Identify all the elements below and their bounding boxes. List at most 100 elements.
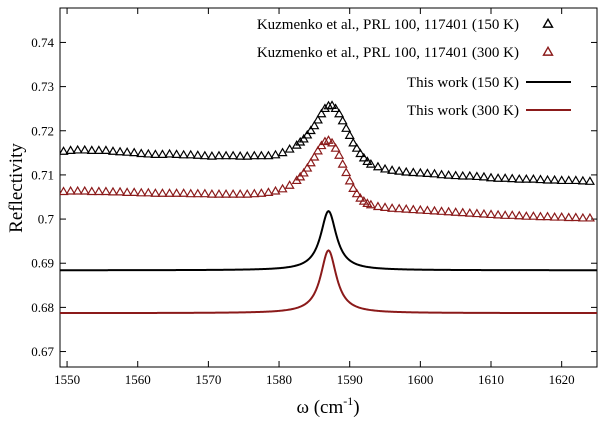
y-tick-label: 0.71 — [31, 167, 54, 182]
series-1-point — [358, 152, 369, 162]
series-1-point — [577, 175, 588, 185]
series-2-point — [379, 202, 391, 211]
series-1-point — [150, 149, 161, 158]
series-2-point — [584, 212, 595, 222]
series-1-point — [86, 145, 97, 154]
series-1-point — [485, 172, 497, 182]
series-1-point — [107, 146, 119, 155]
series-1-point — [242, 151, 253, 160]
series-2-point — [457, 207, 468, 217]
y-tick-label: 0.72 — [31, 123, 54, 138]
series-2-point — [365, 199, 376, 209]
series-1-point — [164, 148, 175, 158]
series-1-point — [355, 148, 366, 158]
series-2-point — [185, 188, 196, 198]
series-2-point — [86, 186, 97, 196]
series-2-point — [256, 188, 267, 197]
series-2-point — [249, 188, 260, 198]
series-2-point — [387, 203, 398, 212]
series-2-point — [107, 186, 119, 196]
series-2-point — [277, 183, 288, 193]
series-2-point — [323, 135, 334, 144]
series-1-point — [514, 173, 525, 183]
series-1-point — [305, 125, 316, 135]
x-tick-label: 1600 — [407, 372, 433, 387]
series-2-point — [507, 210, 518, 219]
series-2-point — [221, 188, 232, 198]
series-1-point — [129, 147, 140, 157]
series-2-point — [150, 188, 161, 197]
series-2-point — [415, 204, 426, 214]
series-group — [60, 100, 597, 315]
series-1-point — [178, 149, 189, 159]
series-1-point — [122, 147, 133, 156]
legend-label-4: This work (300 K) — [407, 103, 519, 119]
series-1-point — [284, 143, 295, 153]
series-1-point — [401, 166, 412, 176]
series-1-point — [507, 173, 518, 183]
series-1-point — [341, 123, 352, 132]
series-2-point — [471, 208, 482, 218]
series-1-point — [344, 130, 355, 139]
series-2-point — [199, 188, 210, 198]
series-2-point — [493, 209, 504, 219]
series-1-point — [115, 146, 126, 156]
y-tick-label: 0.68 — [31, 300, 54, 315]
y-tick-label: 0.69 — [31, 256, 54, 271]
series-1-point — [309, 120, 320, 130]
series-1-point — [500, 173, 511, 182]
series-1-point — [270, 149, 281, 159]
series-2-point — [284, 180, 295, 189]
series-1-point — [542, 174, 553, 184]
series-1-point — [235, 151, 246, 160]
series-1-point — [365, 158, 376, 168]
series-1-point — [387, 165, 398, 174]
series-2-point — [464, 207, 475, 217]
series-2-point — [348, 183, 359, 192]
legend-label-3: This work (150 K) — [407, 75, 519, 91]
series-1-point — [584, 176, 595, 185]
series-2-point — [305, 157, 316, 167]
series-2-point — [542, 211, 553, 221]
series-1-point — [563, 175, 574, 185]
series-1-point — [429, 168, 440, 178]
series-2-point — [65, 185, 76, 195]
y-axis-label: Reflectivity — [6, 143, 27, 233]
x-axis-label-main: ω (cm — [296, 397, 343, 418]
series-1-point — [100, 145, 111, 154]
y-tick-label: 0.67 — [31, 344, 54, 359]
series-2-point — [351, 188, 362, 198]
series-1-point — [415, 167, 426, 177]
series-2-point — [235, 188, 246, 198]
series-1-point — [334, 108, 345, 118]
legend-layer: Kuzmenko et al., PRL 100, 117401 (150 K)… — [257, 17, 571, 119]
series-1-point — [249, 150, 260, 160]
series-1-point — [351, 143, 362, 152]
x-tick-label: 1590 — [337, 372, 363, 387]
series-1-point — [143, 148, 154, 158]
series-2-point — [213, 188, 225, 198]
series-1-point — [256, 150, 267, 160]
series-2-point — [436, 206, 447, 215]
series-2-point — [115, 186, 126, 196]
series-1-point — [319, 103, 331, 113]
series-1-point — [535, 174, 546, 184]
series-1-point — [436, 169, 447, 179]
series-2-point — [528, 211, 539, 220]
x-tick-label: 1580 — [266, 372, 292, 387]
series-2-point — [549, 211, 560, 221]
legend-label-1: Kuzmenko et al., PRL 100, 117401 (150 K) — [257, 17, 519, 33]
y-tick-label: 0.7 — [38, 212, 55, 227]
series-1-point — [136, 148, 147, 158]
series-2-point — [422, 205, 433, 215]
series-1-point — [330, 103, 341, 113]
series-1-point — [65, 145, 76, 154]
series-1-point — [302, 129, 313, 139]
series-1-point — [348, 137, 359, 147]
series-1-point — [521, 173, 532, 183]
series-2-point — [136, 187, 147, 197]
series-2-point — [242, 188, 253, 198]
x-tick-label: 1560 — [125, 372, 151, 387]
x-tick-label: 1610 — [478, 372, 504, 387]
